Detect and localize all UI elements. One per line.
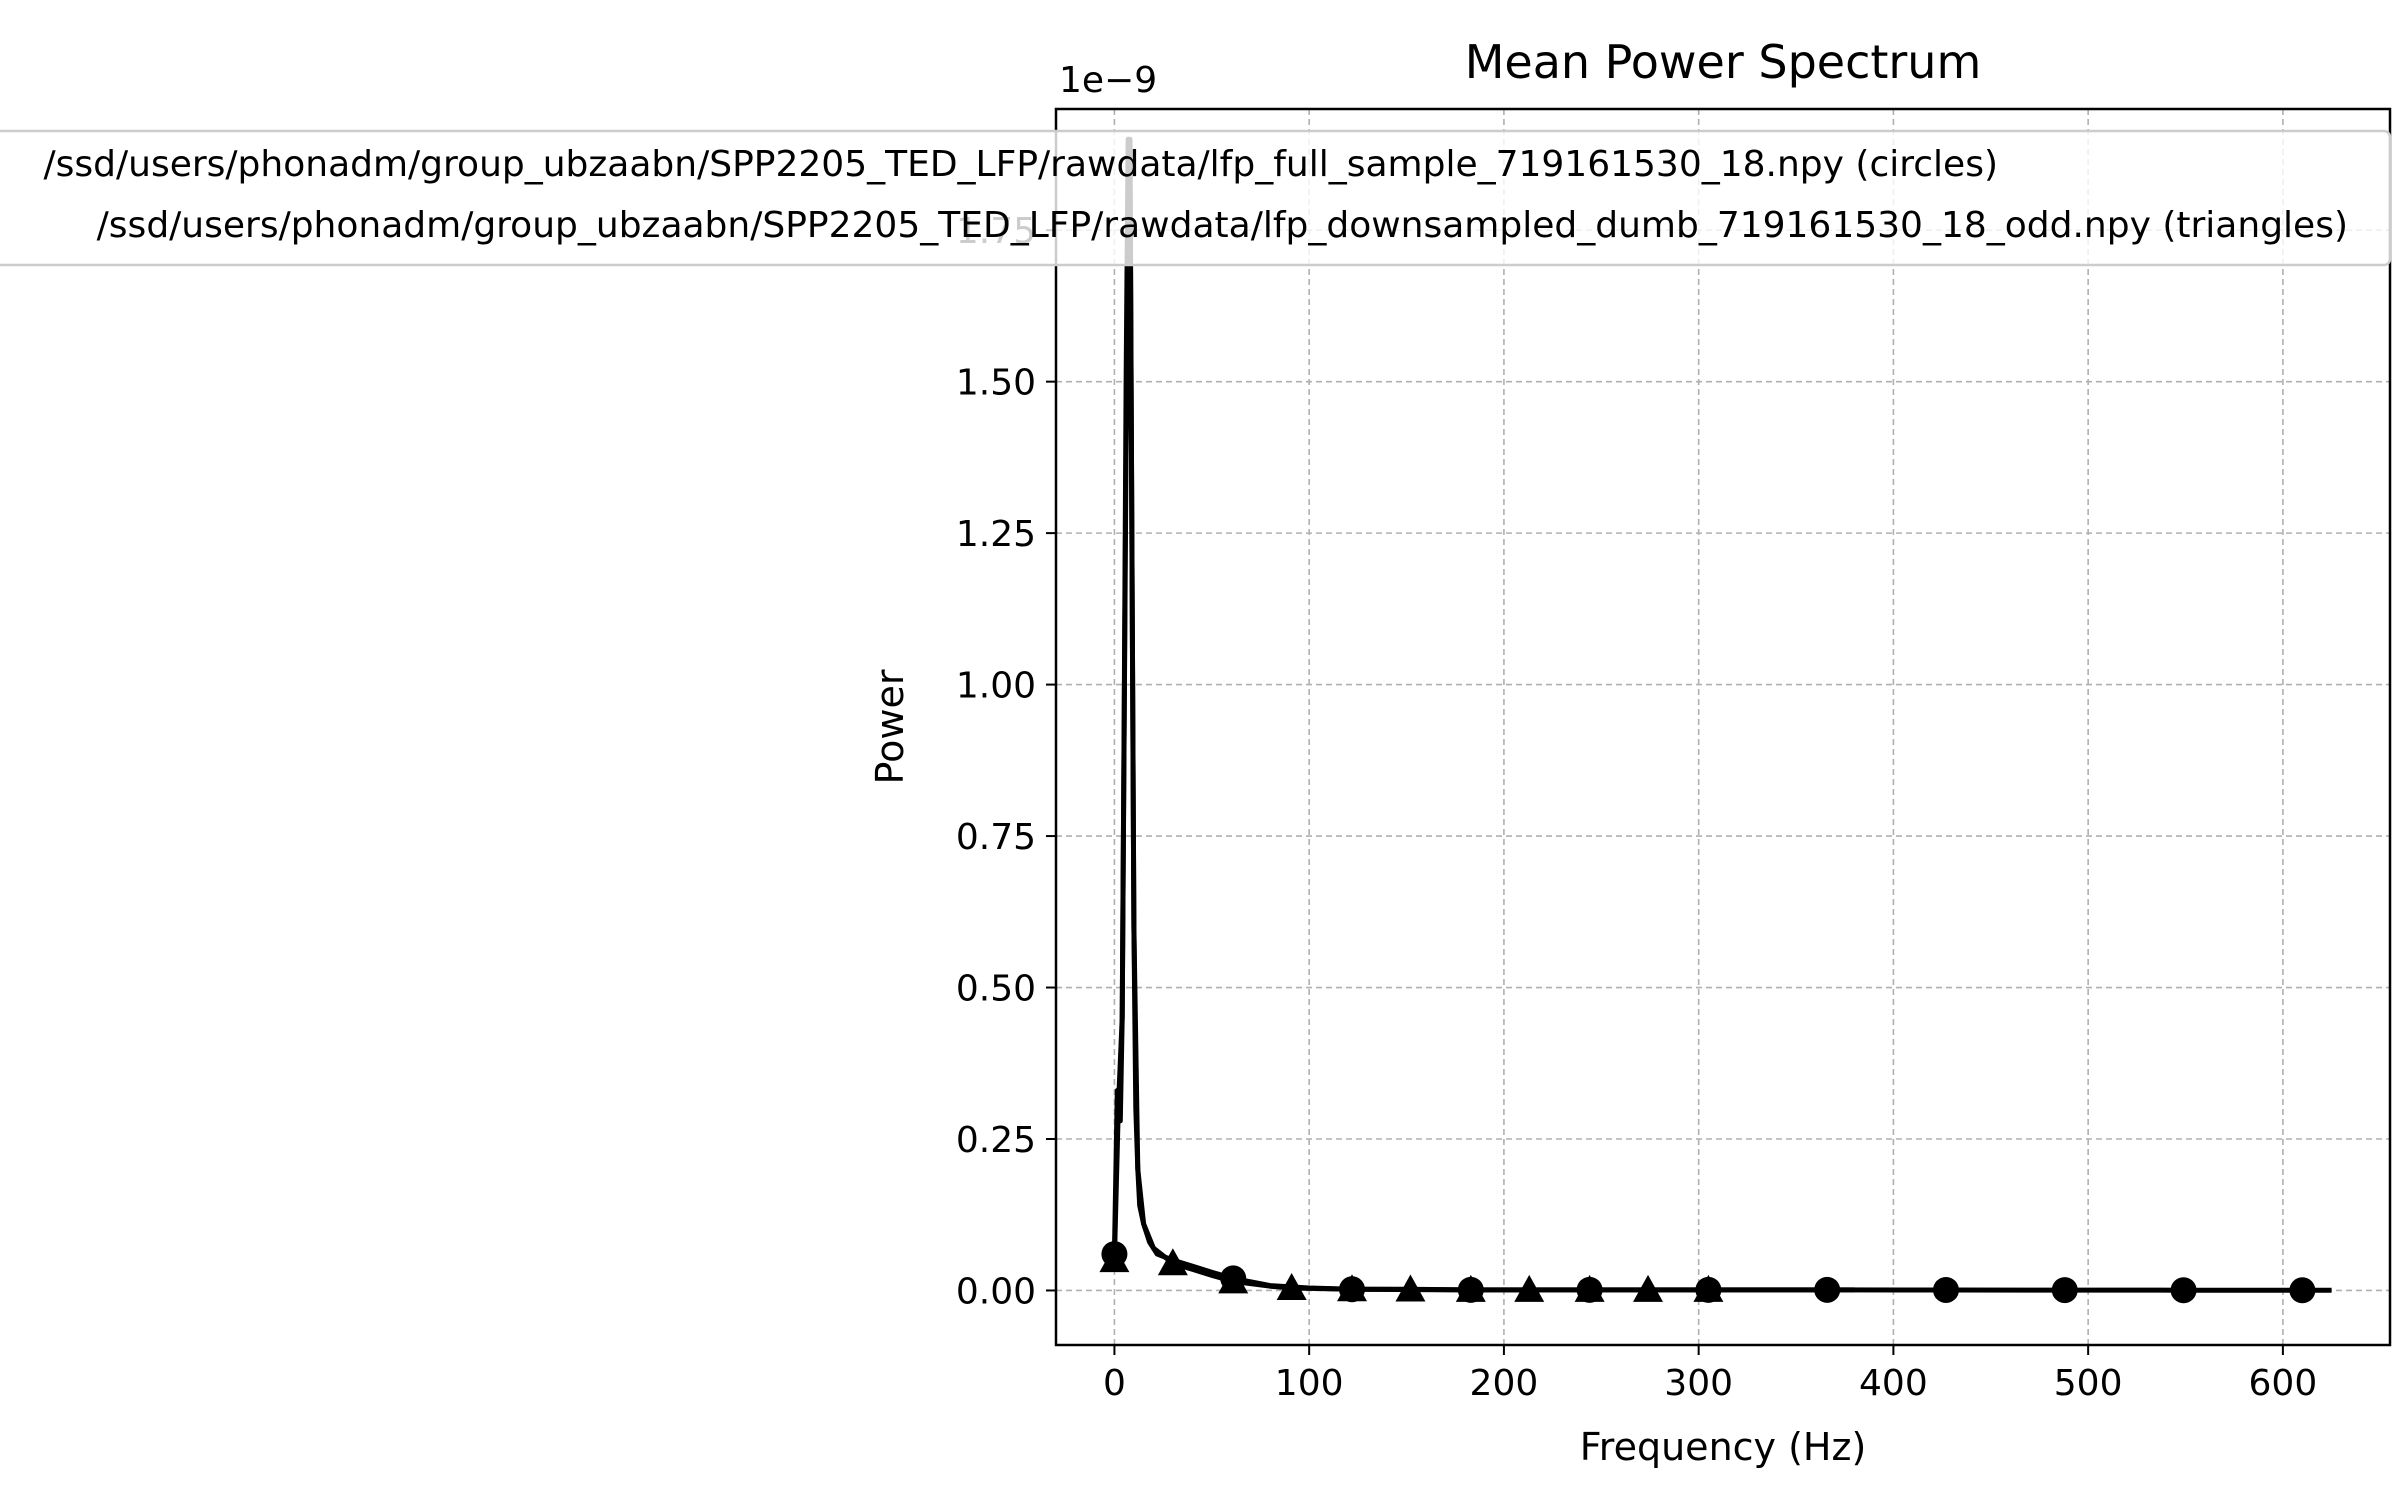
- series-layer: [1099, 136, 2332, 1304]
- y-axis-label: Power: [868, 669, 912, 784]
- y-tick-label: 1.50: [956, 363, 1036, 404]
- plot-frame: [1054, 107, 2392, 1347]
- tick-layer: 0 100 200 300 400 500 600 0.00 0.25 0.50 0.75 1.00 1…: [956, 211, 2317, 1404]
- y-offset-label: 1e−9: [1059, 60, 1157, 101]
- data-point-triangle: [1633, 1274, 1664, 1302]
- x-tick-label: 500: [2054, 1363, 2123, 1404]
- data-point-triangle: [1574, 1274, 1605, 1302]
- x-tick-label: 100: [1275, 1363, 1344, 1404]
- x-tick-label: 600: [2249, 1363, 2318, 1404]
- data-point-circle: [1932, 1276, 1959, 1303]
- x-tick-label: 400: [1859, 1363, 1928, 1404]
- y-tick-label: 0.25: [956, 1120, 1036, 1161]
- data-point-triangle: [1514, 1274, 1545, 1302]
- data-point-triangle: [1337, 1274, 1368, 1302]
- legend-entry-circles: /ssd/users/phonadm/group_ubzaabn/SPP2205…: [44, 144, 1998, 185]
- series-line-triangle: [1111, 167, 1855, 1293]
- y-tick-label: 1.00: [956, 666, 1036, 707]
- y-tick-label: 0.00: [956, 1271, 1036, 1312]
- data-point-triangle: [1099, 1245, 1130, 1273]
- y-tick-label: 0.50: [956, 969, 1036, 1010]
- data-point-triangle: [1455, 1274, 1486, 1302]
- data-point-circle: [2051, 1277, 2078, 1304]
- x-tick-label: 0: [1103, 1363, 1126, 1404]
- series-line-circle: [1111, 136, 2332, 1293]
- y-tick-label: 0.75: [956, 817, 1036, 858]
- chart-title: Mean Power Spectrum: [1465, 35, 1982, 89]
- data-point-circle: [2289, 1277, 2316, 1304]
- grid-layer: [1056, 109, 2390, 1345]
- data-point-triangle: [1276, 1273, 1307, 1301]
- legend-label-circles: /ssd/users/phonadm/group_ubzaabn/SPP2205…: [44, 144, 1998, 185]
- legend: /ssd/users/phonadm/group_ubzaabn/SPP2205…: [0, 129, 2392, 267]
- data-point-circle: [2170, 1277, 2197, 1304]
- x-tick-label: 200: [1470, 1363, 1539, 1404]
- legend-entry-triangles: /ssd/users/phonadm/group_ubzaabn/SPP2205…: [97, 205, 2348, 246]
- legend-label-triangles: /ssd/users/phonadm/group_ubzaabn/SPP2205…: [97, 205, 2348, 246]
- data-point-triangle: [1157, 1248, 1188, 1276]
- data-point-triangle: [1218, 1266, 1249, 1294]
- data-point-triangle: [1693, 1274, 1724, 1302]
- legend-box: [0, 129, 2392, 267]
- y-tick-label: 1.25: [956, 514, 1036, 555]
- x-tick-label: 300: [1664, 1363, 1733, 1404]
- x-axis-label: Frequency (Hz): [1580, 1425, 1867, 1469]
- data-point-triangle: [1395, 1274, 1426, 1302]
